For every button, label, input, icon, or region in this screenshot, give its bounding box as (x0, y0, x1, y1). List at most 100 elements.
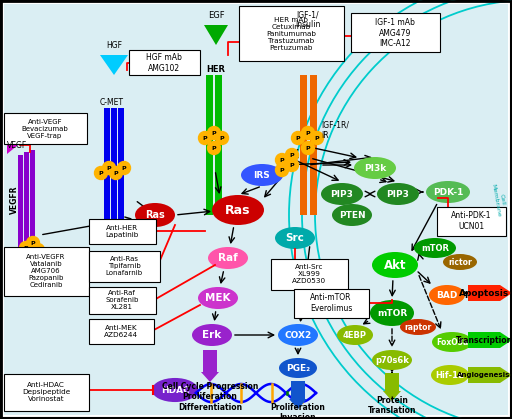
Text: PTEN: PTEN (338, 210, 366, 220)
Circle shape (207, 127, 221, 140)
Text: P: P (315, 135, 319, 140)
Text: Cell Cycle Progression
Proliferation
Differentiation: Cell Cycle Progression Proliferation Dif… (162, 382, 258, 412)
Text: Ras: Ras (225, 204, 251, 217)
Circle shape (310, 132, 324, 145)
FancyBboxPatch shape (437, 207, 505, 235)
Text: P: P (280, 158, 284, 163)
Bar (118, 108, 124, 238)
Ellipse shape (332, 204, 372, 226)
Text: P: P (114, 171, 118, 176)
Text: P: P (280, 168, 284, 173)
Text: VEGF: VEGF (7, 140, 27, 150)
FancyArrow shape (30, 150, 34, 258)
Circle shape (207, 142, 221, 155)
Text: Raf: Raf (218, 253, 238, 263)
Ellipse shape (400, 319, 436, 335)
Ellipse shape (431, 365, 469, 385)
Text: P: P (122, 166, 126, 171)
Text: HER mAb
Cetuximab
Panitumumab
Trastuzumab
Pertuzumab: HER mAb Cetuximab Panitumumab Trastuzuma… (266, 17, 316, 51)
Text: P: P (220, 135, 224, 140)
Text: raptor: raptor (404, 323, 432, 331)
Text: EGF: EGF (208, 11, 224, 21)
FancyBboxPatch shape (293, 289, 369, 318)
FancyBboxPatch shape (89, 251, 160, 282)
Text: HGF: HGF (106, 41, 122, 51)
Text: Akt: Akt (384, 259, 406, 272)
Bar (206, 75, 213, 215)
Text: P: P (211, 130, 216, 135)
Text: Anti-HER
Lapatinib: Anti-HER Lapatinib (105, 225, 139, 238)
Ellipse shape (432, 332, 472, 352)
Ellipse shape (135, 203, 175, 227)
Text: Cell
Membrane: Cell Membrane (490, 182, 507, 217)
Text: P: P (31, 241, 35, 246)
Circle shape (302, 142, 314, 155)
Circle shape (216, 132, 228, 145)
Text: IGF-1 mAb
AMG479
IMC-A12: IGF-1 mAb AMG479 IMC-A12 (375, 18, 415, 48)
FancyArrow shape (201, 350, 219, 382)
Text: PIP3: PIP3 (331, 189, 353, 199)
Text: IGF-1R/
IR: IGF-1R/ IR (321, 120, 349, 140)
Text: P: P (296, 135, 301, 140)
Circle shape (286, 148, 298, 161)
Ellipse shape (212, 195, 264, 225)
Ellipse shape (426, 181, 470, 203)
Text: P: P (106, 166, 111, 171)
FancyArrow shape (17, 155, 23, 255)
Text: PDK-1: PDK-1 (433, 187, 463, 197)
Circle shape (291, 132, 305, 145)
Circle shape (275, 153, 288, 166)
Text: Anti-VEGF
Bevacizumab
VEGF-trap: Anti-VEGF Bevacizumab VEGF-trap (22, 119, 69, 139)
Text: HDAC: HDAC (161, 385, 189, 395)
Ellipse shape (192, 324, 232, 346)
FancyArrow shape (468, 332, 512, 348)
Text: PGE₂: PGE₂ (286, 364, 310, 372)
Text: Proliferation
Invasion
Survival: Proliferation Invasion Survival (270, 403, 326, 419)
Circle shape (110, 166, 122, 179)
Ellipse shape (278, 324, 318, 346)
FancyArrow shape (383, 373, 401, 401)
FancyBboxPatch shape (4, 373, 89, 411)
Text: Anti-Ras
Tipifarnib
Lonafarnib: Anti-Ras Tipifarnib Lonafarnib (105, 256, 142, 276)
Ellipse shape (372, 350, 412, 370)
Text: HGF mAb
AMG102: HGF mAb AMG102 (146, 53, 182, 73)
Polygon shape (204, 25, 228, 45)
Polygon shape (7, 136, 18, 154)
Text: Ras: Ras (145, 210, 165, 220)
Circle shape (19, 241, 32, 254)
Text: Angiogenesis: Angiogenesis (457, 372, 510, 378)
FancyBboxPatch shape (270, 259, 348, 290)
Ellipse shape (198, 287, 238, 309)
Text: P: P (28, 253, 32, 258)
Text: P: P (36, 248, 40, 253)
Text: mTOR: mTOR (377, 308, 407, 318)
Circle shape (102, 161, 116, 174)
Text: PI3k: PI3k (364, 163, 386, 173)
Text: Protein
Translation: Protein Translation (368, 396, 416, 415)
Ellipse shape (321, 183, 363, 205)
Circle shape (302, 127, 314, 140)
Text: COX2: COX2 (284, 331, 312, 339)
Polygon shape (296, 18, 320, 38)
Text: Erk: Erk (202, 330, 222, 340)
Text: FoxO3a: FoxO3a (436, 337, 468, 347)
FancyArrow shape (289, 381, 307, 409)
Text: Anti-VEGFR
Vatalanib
AMG706
Pazopanib
Cediranib: Anti-VEGFR Vatalanib AMG706 Pazopanib Ce… (26, 254, 66, 288)
FancyArrow shape (468, 367, 512, 383)
FancyArrow shape (24, 152, 29, 257)
FancyBboxPatch shape (239, 7, 344, 62)
Text: C-MET: C-MET (100, 98, 124, 106)
Circle shape (117, 161, 131, 174)
Text: Apoptosis: Apoptosis (459, 289, 509, 297)
Circle shape (275, 163, 288, 176)
Ellipse shape (443, 254, 477, 270)
FancyBboxPatch shape (351, 13, 439, 52)
Text: mTOR: mTOR (421, 243, 449, 253)
Text: Transcription: Transcription (456, 336, 512, 344)
Circle shape (32, 243, 45, 256)
Text: P: P (306, 130, 310, 135)
Ellipse shape (153, 379, 197, 401)
FancyBboxPatch shape (4, 114, 87, 145)
FancyBboxPatch shape (89, 318, 154, 344)
Text: Anti-HDAC
Depsipeptide
Vorinostat: Anti-HDAC Depsipeptide Vorinostat (22, 382, 70, 402)
